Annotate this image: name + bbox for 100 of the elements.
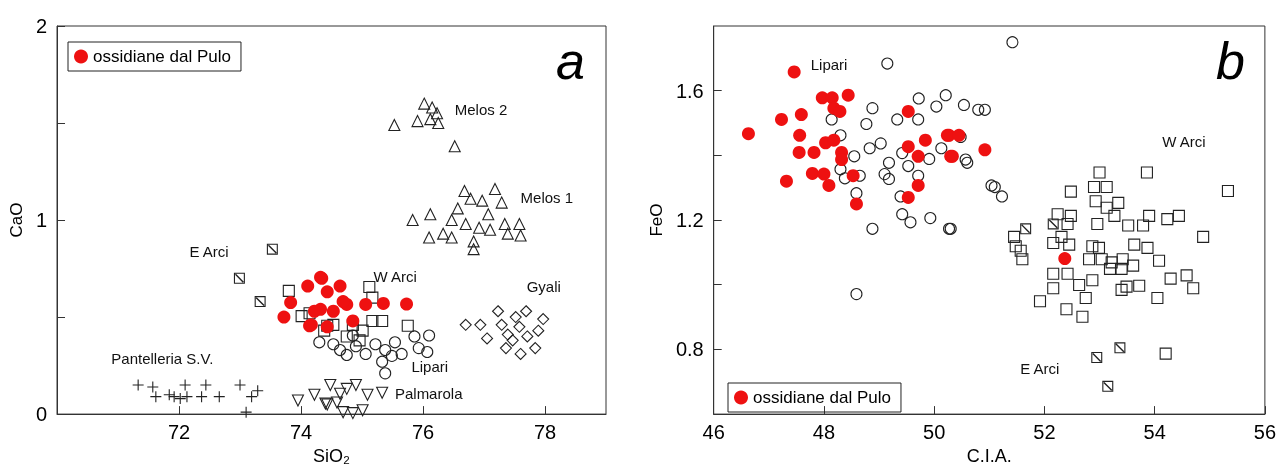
x-tick-label: 72: [167, 421, 191, 444]
point: [1112, 196, 1125, 209]
point: [346, 329, 359, 342]
point: [1020, 223, 1032, 235]
point: [458, 184, 471, 197]
point: [1016, 253, 1029, 266]
point: [473, 221, 486, 234]
annotation: Gyali: [526, 277, 561, 295]
point: [792, 145, 806, 159]
annotation: Melos 1: [520, 188, 574, 206]
point: [412, 342, 425, 355]
point: [369, 338, 382, 351]
point: [1060, 303, 1073, 316]
point: [464, 192, 477, 205]
point: [284, 296, 298, 310]
point: [1161, 213, 1174, 226]
point: [491, 305, 505, 318]
point: [825, 113, 838, 126]
point: [349, 340, 362, 353]
y-tick-label: 1.6: [675, 79, 704, 102]
annotation: Melos 2: [454, 101, 508, 119]
point: [1122, 219, 1135, 232]
point: [1047, 236, 1060, 250]
point: [850, 187, 863, 200]
point: [476, 194, 489, 207]
x-tick-label: 78: [533, 421, 557, 444]
point: [448, 140, 461, 153]
point: [467, 243, 480, 256]
point: [295, 310, 308, 323]
point: [1153, 254, 1166, 267]
point: [277, 310, 291, 324]
point: [254, 296, 266, 308]
point: [972, 103, 985, 116]
point: [807, 145, 821, 159]
point: [1092, 241, 1106, 254]
point: [912, 169, 925, 182]
point: [359, 297, 373, 311]
y-tick-label: 1.2: [675, 209, 704, 232]
point: [978, 143, 992, 157]
point: [514, 347, 527, 360]
point: [901, 104, 915, 118]
point: [514, 229, 527, 242]
point: [1140, 166, 1153, 179]
point: [904, 216, 917, 229]
point: [366, 314, 379, 328]
point: [346, 314, 360, 328]
point: [1091, 352, 1103, 363]
annotation: Lipari: [810, 56, 848, 74]
point: [849, 197, 863, 211]
point: [353, 334, 366, 347]
point: [827, 133, 841, 147]
point: [825, 91, 839, 105]
point: [330, 396, 344, 409]
point: [978, 103, 991, 116]
point: [918, 133, 932, 147]
point: [400, 297, 414, 311]
point: [1064, 185, 1077, 198]
point: [379, 367, 392, 380]
point: [532, 324, 545, 337]
y-axis-title: CaO: [7, 202, 26, 238]
point: [834, 163, 847, 176]
point: [935, 142, 948, 155]
x-tick-label: 54: [1143, 421, 1166, 444]
point: [805, 166, 819, 180]
point: [327, 318, 340, 331]
point: [301, 279, 315, 293]
point: [1014, 244, 1027, 257]
point: [520, 305, 533, 318]
point: [1180, 269, 1193, 282]
point: [1137, 219, 1150, 232]
point: [495, 196, 508, 209]
point: [423, 231, 436, 244]
point: [406, 214, 419, 227]
point: [488, 182, 502, 196]
point: [866, 222, 879, 235]
x-tick-label: 76: [411, 421, 435, 444]
point: [337, 406, 350, 419]
point: [930, 100, 943, 113]
point: [484, 223, 497, 236]
annotation: Pantelleria S.V.: [111, 349, 214, 367]
y-tick-label: 1: [35, 209, 48, 232]
point: [1114, 342, 1126, 354]
point: [424, 113, 437, 126]
point: [1055, 230, 1068, 243]
point: [1089, 195, 1102, 208]
point: [1051, 208, 1064, 221]
point: [313, 336, 326, 349]
annotation: Lipari: [411, 357, 449, 375]
point: [1116, 253, 1129, 266]
point: [482, 208, 495, 221]
y-axis-title: FeO: [647, 203, 666, 237]
point: [363, 280, 376, 294]
point: [481, 332, 494, 345]
point: [426, 101, 439, 114]
point: [901, 140, 915, 154]
point: [1047, 267, 1060, 280]
point: [266, 243, 278, 255]
chart-title: b: [1216, 32, 1245, 90]
point: [1076, 310, 1089, 323]
point: [1058, 252, 1072, 266]
